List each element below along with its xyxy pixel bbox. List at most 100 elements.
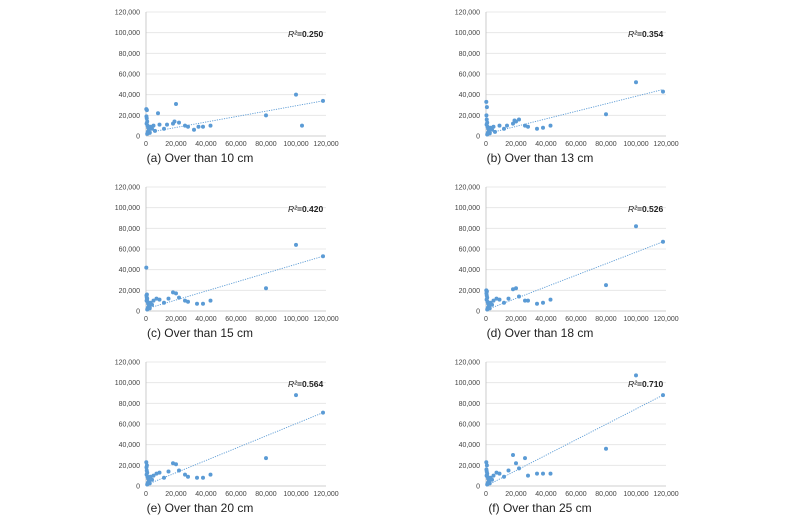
data-point (208, 298, 213, 303)
data-point (151, 473, 156, 478)
data-point (491, 473, 496, 478)
data-point (604, 446, 608, 451)
data-point (174, 462, 178, 467)
data-point (494, 296, 499, 301)
data-point (634, 224, 638, 229)
y-tick-label: 100,000 (115, 380, 140, 387)
data-point (150, 126, 154, 131)
x-tick-label: 100,000 (623, 491, 648, 498)
data-point (157, 297, 162, 302)
y-tick-label: 40,000 (459, 92, 481, 99)
data-point (535, 301, 539, 306)
data-point (183, 298, 187, 303)
data-point (517, 117, 521, 122)
data-point (196, 124, 201, 129)
x-tick-label: 120,000 (313, 491, 338, 498)
x-tick-label: 20,000 (165, 141, 187, 148)
data-point (208, 472, 213, 477)
data-point (183, 472, 187, 477)
r-squared-value: =0.354 (637, 29, 664, 39)
data-point (661, 239, 665, 244)
x-tick-label: 40,000 (535, 141, 557, 148)
x-tick-label: 0 (484, 141, 488, 148)
x-tick-label: 0 (144, 491, 148, 498)
x-tick-label: 40,000 (535, 316, 557, 323)
data-point (148, 474, 153, 479)
data-point (154, 296, 159, 301)
y-tick-label: 80,000 (119, 401, 141, 408)
x-tick-label: 120,000 (313, 316, 338, 323)
data-point (174, 101, 178, 106)
data-point (491, 298, 496, 303)
data-point (484, 460, 489, 465)
panel-caption: (d) Over than 18 cm (486, 326, 594, 340)
panel-caption: (c) Over than 15 cm (146, 326, 254, 340)
data-point (505, 123, 509, 128)
r-squared-annotation: R²=0.354 (628, 29, 663, 39)
y-tick-label: 100,000 (455, 380, 480, 387)
scatter-panel-2: 0 20,000 40,000 60,000 80,000 100,000 120,000 0… (0, 175, 400, 350)
x-tick-label: 40,000 (195, 141, 217, 148)
data-point (186, 474, 190, 479)
x-tick-label: 80,000 (595, 491, 617, 498)
scatter-panel-3: 0 20,000 40,000 60,000 80,000 100,000 120,000 0… (340, 175, 740, 350)
data-point (208, 123, 213, 128)
data-point (201, 301, 205, 306)
data-point (634, 80, 638, 85)
x-tick-label: 100,000 (283, 141, 308, 148)
scatter-plot-2: 0 20,000 40,000 60,000 80,000 100,000 120,000 0… (115, 185, 339, 324)
data-point (523, 298, 527, 303)
trendline (145, 255, 324, 310)
data-point (144, 108, 149, 113)
scatter-plot-4: 0 20,000 40,000 60,000 80,000 100,000 120,000 0… (115, 360, 339, 499)
data-point (548, 471, 553, 476)
data-point (195, 301, 199, 306)
y-tick-label: 80,000 (119, 51, 141, 58)
r-squared-label: R² (288, 204, 298, 214)
data-point (502, 300, 506, 305)
data-point (145, 131, 150, 136)
x-tick-label: 60,000 (565, 316, 587, 323)
r-squared-value: =0.564 (297, 379, 324, 389)
y-tick-label: 20,000 (459, 288, 481, 295)
y-tick-label: 0 (476, 309, 480, 316)
data-point (514, 286, 518, 291)
data-point (484, 463, 489, 468)
y-tick-label: 20,000 (119, 113, 141, 120)
data-point (535, 126, 539, 131)
data-point (186, 299, 190, 304)
y-tick-label: 0 (136, 134, 140, 141)
data-point (517, 466, 521, 471)
r-squared-label: R² (288, 29, 298, 39)
data-point (494, 470, 499, 475)
data-point (517, 294, 521, 299)
x-tick-label: 0 (484, 316, 488, 323)
trendline (145, 412, 324, 486)
data-point (321, 98, 325, 103)
y-tick-label: 120,000 (455, 10, 480, 17)
data-point (177, 295, 181, 300)
x-tick-label: 100,000 (623, 316, 648, 323)
y-tick-label: 120,000 (115, 185, 140, 192)
x-tick-label: 0 (484, 491, 488, 498)
y-tick-label: 0 (136, 309, 140, 316)
x-tick-label: 80,000 (255, 141, 277, 148)
scatter-plot-3: 0 20,000 40,000 60,000 80,000 100,000 120,000 0… (455, 185, 679, 324)
data-point (192, 127, 196, 132)
x-tick-label: 100,000 (283, 491, 308, 498)
x-tick-label: 100,000 (623, 141, 648, 148)
scatter-panel-5: 0 20,000 40,000 60,000 80,000 100,000 120,000 0… (340, 350, 740, 525)
data-point (171, 290, 175, 295)
data-point (144, 116, 149, 121)
data-point (484, 117, 489, 122)
r-squared-value: =0.710 (637, 379, 664, 389)
data-point (511, 287, 515, 292)
y-tick-label: 60,000 (459, 422, 481, 429)
trendline (145, 100, 324, 134)
r-squared-annotation: R²=0.710 (628, 379, 663, 389)
r-squared-value: =0.526 (637, 204, 664, 214)
r-squared-label: R² (628, 29, 638, 39)
data-point (294, 393, 298, 398)
y-tick-label: 80,000 (119, 226, 141, 233)
x-tick-label: 120,000 (653, 316, 678, 323)
